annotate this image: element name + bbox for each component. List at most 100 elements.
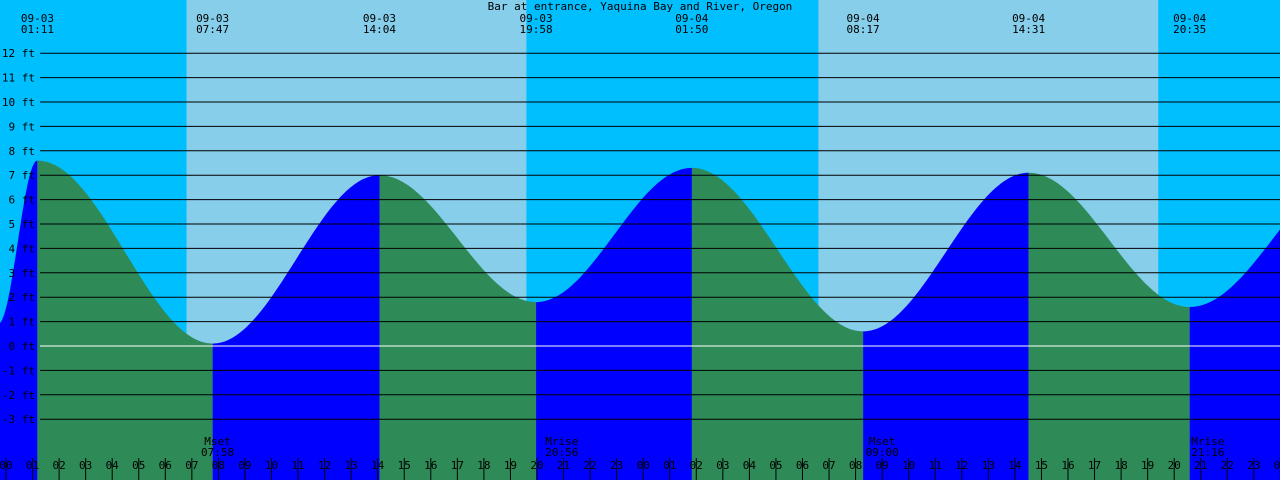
hour-tick-label: 14 (371, 459, 385, 472)
hour-tick-label: 16 (1061, 459, 1074, 472)
rising-tide-area (536, 167, 692, 480)
hour-tick-label: 04 (743, 459, 757, 472)
moon-event-time: 07:58 (201, 446, 234, 459)
hour-tick-label: 08 (849, 459, 862, 472)
hour-tick-label: 09 (238, 459, 251, 472)
hour-tick-label: 07 (185, 459, 198, 472)
hour-tick-label: 06 (159, 459, 172, 472)
hour-tick-label: 17 (1088, 459, 1101, 472)
hour-tick-label: 05 (132, 459, 145, 472)
tide-time-label: 01:50 (675, 23, 708, 36)
moon-event-label: Mrise (1191, 435, 1224, 448)
hour-tick-label: 18 (1114, 459, 1127, 472)
tide-time-label: 07:47 (196, 23, 229, 36)
tide-time-label: 20:35 (1173, 23, 1206, 36)
tide-date-label: 09-03 (196, 12, 229, 25)
moon-event-label: Mrise (545, 435, 578, 448)
moon-event-time: 09:00 (866, 446, 899, 459)
hour-tick-label: 19 (504, 459, 517, 472)
y-tick-label: 12 ft (2, 47, 35, 60)
y-tick-label: 9 ft (9, 120, 36, 133)
hour-tick-label: 17 (451, 459, 464, 472)
hour-tick-label: 20 (530, 459, 543, 472)
hour-tick-label: 10 (265, 459, 278, 472)
hour-tick-label: 22 (1221, 459, 1234, 472)
tide-date-label: 09-04 (1173, 12, 1206, 25)
hour-tick-label: 23 (610, 459, 623, 472)
rising-tide-area (863, 172, 1029, 480)
hour-tick-label: 08 (212, 459, 225, 472)
rising-tide-area (1189, 229, 1280, 480)
gridlines (5, 52, 1280, 480)
falling-tide-area (379, 175, 537, 480)
tide-time-label: 19:58 (520, 23, 553, 36)
y-tick-label: -3 ft (2, 413, 35, 426)
moon-event-time: 20:56 (545, 446, 578, 459)
falling-tide-area (691, 167, 864, 480)
tide-date-label: 09-04 (847, 12, 880, 25)
hour-tick-label: 10 (902, 459, 915, 472)
hour-tick-label: 21 (1194, 459, 1207, 472)
tide-date-label: 09-03 (21, 12, 54, 25)
y-tick-label: 3 ft (9, 267, 36, 280)
hour-tick-label: 13 (982, 459, 995, 472)
hour-tick-label: 01 (26, 459, 39, 472)
tide-time-label: 08:17 (847, 23, 880, 36)
hour-tick-label: 05 (769, 459, 782, 472)
y-tick-label: -1 ft (2, 364, 35, 377)
tide-date-label: 09-04 (675, 12, 708, 25)
hour-tick-label: 03 (79, 459, 92, 472)
y-tick-label: 6 ft (9, 194, 36, 207)
hour-tick-label: 23 (1247, 459, 1260, 472)
hour-tick-label: 11 (929, 459, 942, 472)
moon-event-label: Mset (204, 435, 231, 448)
hour-tick-label: 15 (398, 459, 411, 472)
hour-tick-label: 03 (716, 459, 729, 472)
hour-tick-label: 22 (583, 459, 596, 472)
moon-event-time: 21:16 (1191, 446, 1224, 459)
hour-tick-label: 13 (345, 459, 358, 472)
tide-curve (0, 160, 1280, 480)
hour-tick-label: 01 (663, 459, 676, 472)
hour-tick-label: 19 (1141, 459, 1154, 472)
chart-title: Bar at entrance, Yaquina Bay and River, … (488, 0, 793, 13)
falling-tide-area (1028, 172, 1190, 480)
tide-date-label: 09-03 (520, 12, 553, 25)
y-tick-label: 7 ft (9, 169, 36, 182)
hour-tick-label: 02 (52, 459, 65, 472)
rising-tide-area (0, 160, 38, 480)
y-tick-label: 0 ft (9, 340, 36, 353)
hour-tick-label: 18 (477, 459, 490, 472)
tide-time-label: 14:31 (1012, 23, 1045, 36)
hour-tick-label: 14 (1008, 459, 1022, 472)
hour-tick-label: 11 (291, 459, 304, 472)
hour-tick-label: 06 (796, 459, 809, 472)
y-tick-label: 5 ft (9, 218, 36, 231)
hour-tick-label: 12 (318, 459, 331, 472)
hour-tick-label: 07 (822, 459, 835, 472)
y-tick-label: 4 ft (9, 242, 36, 255)
hour-tick-label: 21 (557, 459, 570, 472)
hour-tick-label: 15 (1035, 459, 1048, 472)
hour-tick-label: 00 (1274, 459, 1280, 472)
hour-tick-label: 12 (955, 459, 968, 472)
hour-tick-label: 00 (0, 459, 13, 472)
tide-time-label: 14:04 (363, 23, 396, 36)
moon-event-label: Mset (869, 435, 896, 448)
y-tick-label: 2 ft (9, 291, 36, 304)
tide-date-label: 09-04 (1012, 12, 1045, 25)
y-tick-label: 11 ft (2, 72, 35, 85)
falling-tide-area (37, 160, 213, 480)
hour-tick-label: 00 (637, 459, 650, 472)
y-tick-label: 10 ft (2, 96, 35, 109)
y-tick-label: 8 ft (9, 145, 36, 158)
hour-tick-label: 16 (424, 459, 437, 472)
hour-tick-label: 20 (1168, 459, 1181, 472)
y-tick-label: 1 ft (9, 316, 36, 329)
hour-tick-label: 04 (106, 459, 120, 472)
tide-date-label: 09-03 (363, 12, 396, 25)
rising-tide-area (212, 175, 380, 480)
hour-tick-label: 02 (690, 459, 703, 472)
